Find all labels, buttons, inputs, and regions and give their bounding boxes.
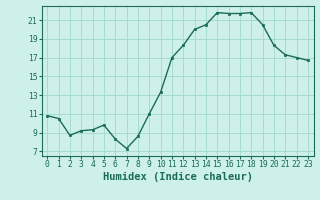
X-axis label: Humidex (Indice chaleur): Humidex (Indice chaleur)	[103, 172, 252, 182]
